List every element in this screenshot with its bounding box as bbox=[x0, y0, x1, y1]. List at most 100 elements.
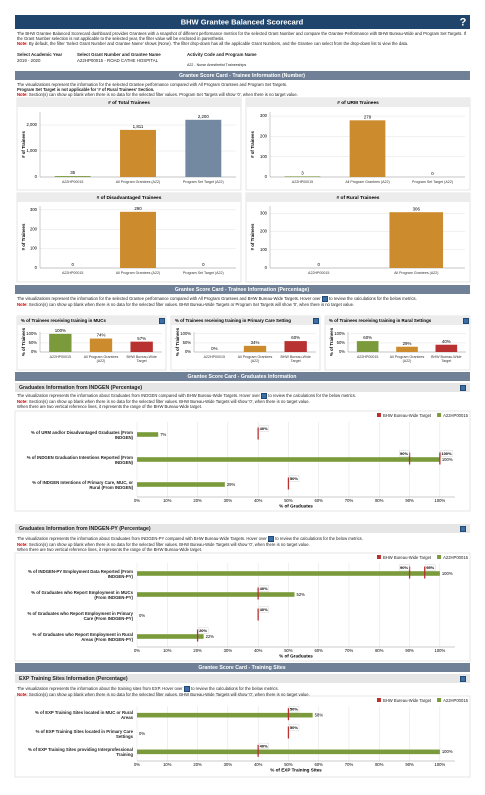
value-label: 100% bbox=[442, 457, 453, 462]
intro-note: By default, the filter 'Select Grant Num… bbox=[28, 41, 409, 47]
y-axis-label: # of Trainees bbox=[21, 223, 26, 250]
value-label: 22% bbox=[206, 634, 215, 639]
y-tick-label: 300 bbox=[260, 113, 268, 118]
bar bbox=[137, 432, 159, 437]
target-label-box bbox=[258, 606, 269, 613]
x-tick-label: 10% bbox=[163, 498, 172, 503]
panel bbox=[14, 552, 471, 662]
description-note: Section(s) can show up blank when there … bbox=[28, 301, 355, 307]
bar bbox=[137, 634, 204, 639]
help-button[interactable]: ? bbox=[460, 16, 467, 28]
value-label: 29% bbox=[227, 482, 236, 487]
panel-title-bar bbox=[171, 316, 320, 325]
legend-label: A22HP00015 bbox=[443, 697, 468, 703]
category-label: A22HP00015 bbox=[49, 354, 72, 359]
description-note: Section(s) can show up blank when there … bbox=[28, 92, 298, 98]
bar bbox=[120, 129, 156, 177]
description-text: to review the calculations for the below… bbox=[191, 686, 279, 691]
category-label: BHW Bureau-Wide Target bbox=[280, 354, 311, 363]
x-tick-label: 60% bbox=[315, 498, 324, 503]
y-tick-label: 200 bbox=[260, 229, 268, 234]
x-tick-label: 0% bbox=[134, 498, 140, 503]
target-label: 40% bbox=[260, 607, 268, 612]
x-tick-label: 100% bbox=[434, 648, 445, 653]
info-icon bbox=[460, 676, 466, 682]
value-label: 0 bbox=[71, 262, 74, 267]
value-label: 60% bbox=[291, 335, 300, 340]
legend-label: A22HP00015 bbox=[443, 554, 468, 560]
target-label: 50% bbox=[290, 476, 298, 481]
y-tick-label: 300 bbox=[30, 207, 38, 212]
panel-title: % of Trainees receiving training in Rura… bbox=[329, 318, 432, 323]
x-tick-label: 30% bbox=[224, 762, 233, 767]
bar bbox=[435, 344, 458, 352]
y-tick-label: 300 bbox=[260, 210, 268, 215]
subheading: EXP Training Sites Information (Percenta… bbox=[19, 676, 128, 682]
legend-swatch bbox=[437, 413, 442, 417]
description: The visualization represents the informa… bbox=[17, 686, 470, 697]
target-label-box bbox=[289, 706, 300, 713]
bar bbox=[89, 338, 113, 352]
filter-label: Select Academic Year bbox=[17, 52, 63, 57]
description-text: The visualizations represent the informa… bbox=[17, 296, 321, 301]
x-axis-label: % of Graduates bbox=[279, 504, 313, 509]
value-label: 52% bbox=[296, 592, 305, 597]
filter-value[interactable]: A22HP00015 - ROAD CATHE HOSPITAL bbox=[77, 58, 159, 63]
panel-title-bar bbox=[17, 98, 241, 107]
category-label: All Program Grantees (A22) bbox=[83, 354, 119, 363]
category-label: A22HP00015 bbox=[203, 354, 226, 359]
bar bbox=[396, 346, 418, 352]
section-band bbox=[15, 71, 470, 80]
panel-title-bar bbox=[246, 98, 470, 107]
x-tick-label: 30% bbox=[224, 498, 233, 503]
row-label: % of INDGEN Graduation Intentions Report… bbox=[26, 454, 133, 465]
description-extra: Program Set Target is not applicable for… bbox=[17, 87, 155, 93]
x-tick-label: 70% bbox=[345, 498, 354, 503]
target-label: 50% bbox=[290, 707, 298, 712]
description: The visualization represents the informa… bbox=[17, 393, 470, 409]
target-label: 20% bbox=[199, 628, 207, 633]
info-icon bbox=[460, 526, 466, 532]
y-tick-label: 100% bbox=[26, 331, 37, 336]
note-label: Note: bbox=[17, 398, 28, 404]
category-label: All Program Grantees (A22) bbox=[389, 354, 425, 363]
panel-title: # of Disadvantaged Trainees bbox=[97, 195, 162, 201]
target-label-box bbox=[198, 627, 209, 634]
category-label: A22HP00015 bbox=[356, 354, 379, 359]
y-tick-label: 2,000 bbox=[27, 122, 38, 127]
target-label: 40% bbox=[260, 426, 268, 431]
x-tick-label: 100% bbox=[434, 762, 445, 767]
value-label: 0% bbox=[211, 346, 217, 351]
legend-swatch bbox=[376, 413, 381, 417]
header-title: BHW Grantee Balanced Scorecard bbox=[181, 17, 304, 26]
description: The visualizations represent the informa… bbox=[17, 296, 470, 307]
row-label: % of EXP Training Sites providing Interp… bbox=[28, 746, 133, 757]
panel-title: % of Trainees receiving training in Prim… bbox=[175, 318, 291, 323]
x-tick-label: 80% bbox=[375, 648, 384, 653]
bar bbox=[54, 176, 91, 177]
x-axis-label: % of EXP Training Sites bbox=[270, 768, 322, 773]
y-tick-label: 50% bbox=[29, 340, 38, 345]
value-label: 2,200 bbox=[198, 114, 210, 119]
target-label: 40% bbox=[260, 743, 268, 748]
bar bbox=[120, 211, 156, 268]
legend-swatch bbox=[437, 698, 442, 702]
legend-label: BHW Bureau-Wide Target bbox=[382, 412, 432, 418]
target-label-box bbox=[258, 742, 269, 749]
description-text: to review the calculations for the below… bbox=[268, 393, 357, 398]
x-tick-label: 60% bbox=[315, 648, 324, 653]
y-tick-label: 0 bbox=[265, 174, 268, 179]
section-title: Grantee Score Card - Graduates Informati… bbox=[188, 374, 297, 380]
category-label: Program Set Target (A22) bbox=[182, 179, 224, 184]
row-label: % of EXP Training Sites located in MUC o… bbox=[34, 710, 133, 721]
bar bbox=[356, 341, 379, 352]
bar bbox=[389, 212, 444, 268]
description: The visualization represents the informa… bbox=[17, 536, 470, 552]
intro: The BHW Grantee Balanced Scorecard dashb… bbox=[17, 31, 470, 47]
x-tick-label: 40% bbox=[254, 648, 263, 653]
section-title: Grantee Score Card - Training Sites bbox=[198, 665, 285, 671]
bar bbox=[243, 345, 267, 352]
panel-title-bar bbox=[325, 316, 470, 325]
value-label: 3 bbox=[301, 171, 304, 176]
